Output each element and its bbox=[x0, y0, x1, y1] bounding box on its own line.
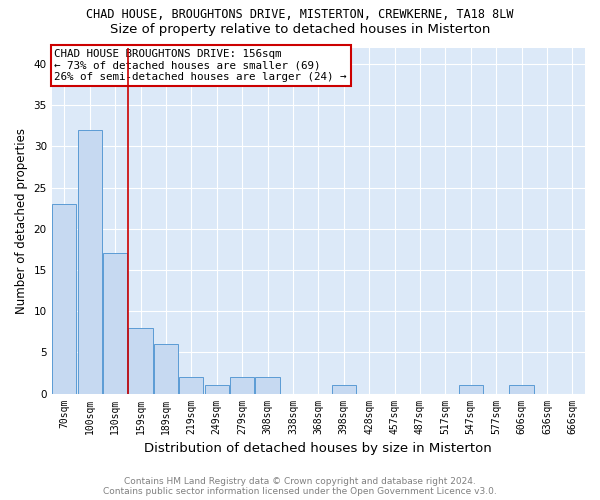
Bar bbox=[52, 204, 76, 394]
Text: CHAD HOUSE BROUGHTONS DRIVE: 156sqm
← 73% of detached houses are smaller (69)
26: CHAD HOUSE BROUGHTONS DRIVE: 156sqm ← 73… bbox=[55, 49, 347, 82]
Y-axis label: Number of detached properties: Number of detached properties bbox=[15, 128, 28, 314]
Bar bbox=[77, 130, 102, 394]
Bar bbox=[154, 344, 178, 394]
Bar bbox=[179, 377, 203, 394]
Text: Contains HM Land Registry data © Crown copyright and database right 2024.
Contai: Contains HM Land Registry data © Crown c… bbox=[103, 476, 497, 496]
Bar bbox=[256, 377, 280, 394]
Bar bbox=[332, 386, 356, 394]
Bar bbox=[103, 254, 127, 394]
Bar bbox=[230, 377, 254, 394]
X-axis label: Distribution of detached houses by size in Misterton: Distribution of detached houses by size … bbox=[145, 442, 492, 455]
Bar bbox=[128, 328, 152, 394]
Text: CHAD HOUSE, BROUGHTONS DRIVE, MISTERTON, CREWKERNE, TA18 8LW: CHAD HOUSE, BROUGHTONS DRIVE, MISTERTON,… bbox=[86, 8, 514, 20]
Bar bbox=[458, 386, 483, 394]
Text: Size of property relative to detached houses in Misterton: Size of property relative to detached ho… bbox=[110, 22, 490, 36]
Bar bbox=[509, 386, 533, 394]
Bar bbox=[205, 386, 229, 394]
